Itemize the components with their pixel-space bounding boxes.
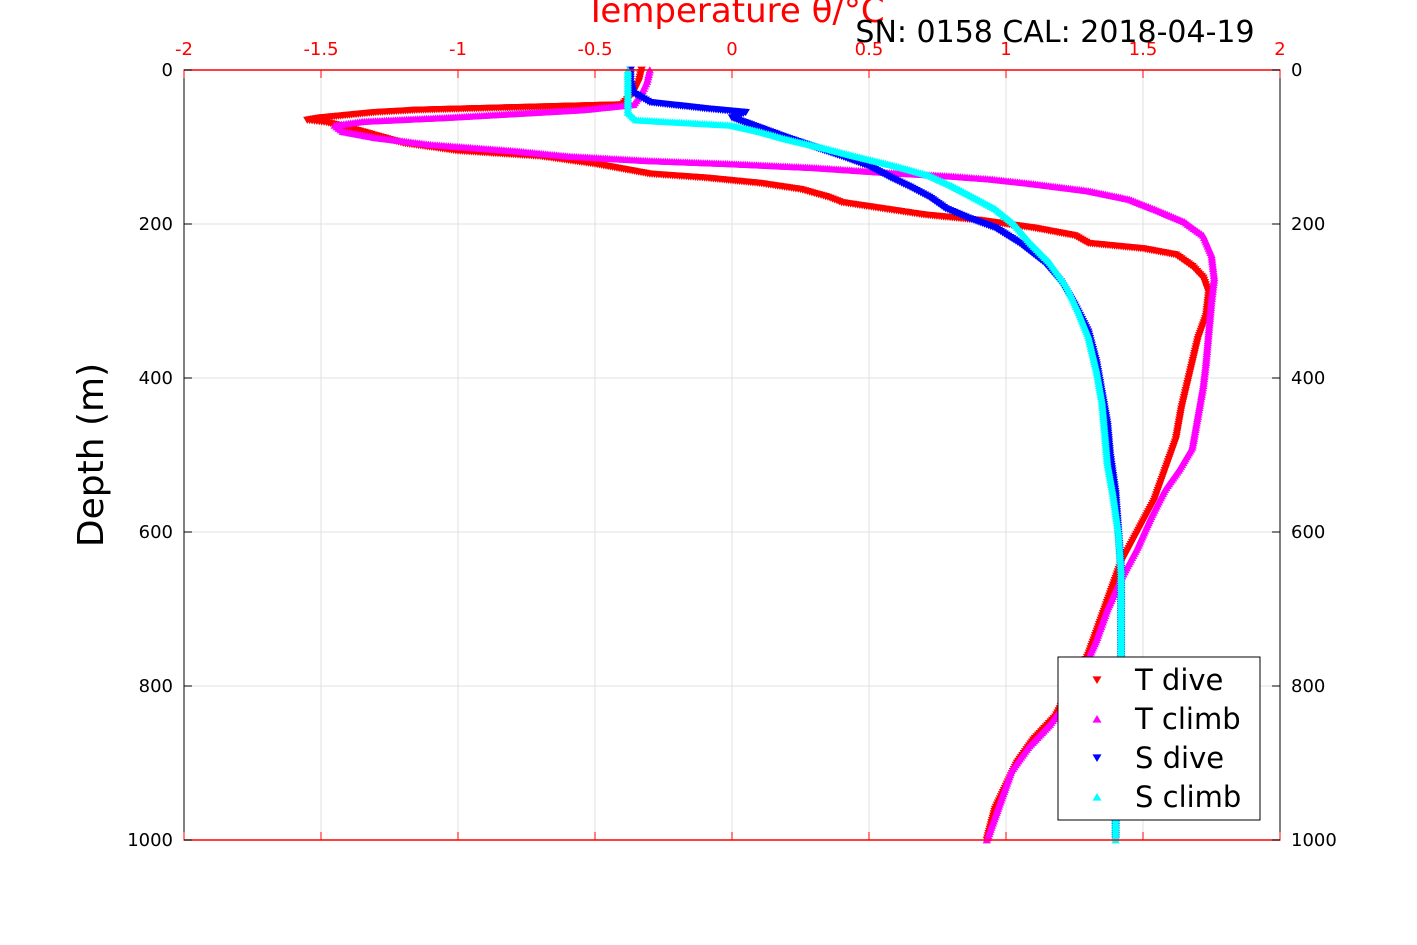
y-tick-label-right: 200 (1291, 214, 1325, 235)
legend-box (1057, 656, 1261, 821)
x-tick-label: 1 (1000, 39, 1011, 60)
legend-marker (1092, 754, 1102, 763)
y-tick-label-right: 800 (1291, 676, 1325, 697)
y-tick-label-right: 600 (1291, 522, 1325, 543)
chart-title: Temperature θ/°C (584, 0, 884, 31)
legend-label-t-climb: T climb (1134, 702, 1241, 736)
y-tick-label-left: 600 (139, 522, 173, 543)
y-tick-label-left: 1000 (127, 830, 173, 851)
y-tick-label-left: 0 (162, 60, 173, 81)
x-tick-label: 1.5 (1129, 39, 1158, 60)
legend-label-t-dive: T dive (1134, 663, 1223, 697)
x-tick-label: -2 (175, 39, 193, 60)
x-tick-label: 2 (1274, 39, 1285, 60)
legend-marker (1092, 792, 1102, 801)
legend-label-s-climb: S climb (1135, 780, 1241, 814)
legend: T dive T climb S dive S climb (1057, 656, 1261, 821)
legend-label-s-dive: S dive (1135, 741, 1224, 775)
y-tick-label-right: 0 (1291, 60, 1302, 81)
x-tick-label: -1.5 (303, 39, 338, 60)
x-axis-ticks: -2 -1.5 -1 -0.5 0 0.5 1 1.5 2 (175, 39, 1286, 840)
y-tick-label-right: 1000 (1291, 830, 1337, 851)
x-tick-label: -1 (449, 39, 467, 60)
data-series-layer (303, 66, 1219, 844)
y-axis-label: Depth (m) (71, 363, 112, 547)
y-tick-label-left: 400 (139, 368, 173, 389)
y-tick-label-left: 800 (139, 676, 173, 697)
y-tick-label-left: 200 (139, 214, 173, 235)
legend-markers (1092, 676, 1102, 801)
chart-subtitle: SN: 0158 CAL: 2018-04-19 (855, 15, 1254, 50)
y-axis-ticks: 0 0 200 200 400 400 600 600 800 800 1000 1000 (127, 60, 1337, 851)
legend-marker (1092, 676, 1102, 685)
x-tick-label: 0.5 (855, 39, 884, 60)
y-tick-label-right: 400 (1291, 368, 1325, 389)
x-tick-label: -0.5 (577, 39, 612, 60)
x-tick-label: 0 (726, 39, 737, 60)
legend-marker (1092, 714, 1102, 723)
